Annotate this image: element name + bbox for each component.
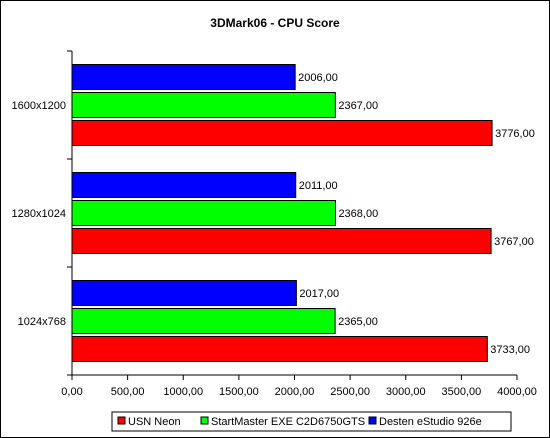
- legend-box: [111, 411, 512, 432]
- legend-swatch: [368, 416, 377, 425]
- legend-label: Desten eStudio 926e: [379, 416, 482, 428]
- bar: [71, 336, 488, 362]
- data-label: 3767,00: [494, 236, 534, 248]
- bar: [71, 120, 493, 146]
- bar: [71, 64, 296, 90]
- data-label: 2367,00: [338, 100, 378, 112]
- y-category-label: 1600x1200: [12, 100, 66, 112]
- bar: [71, 228, 492, 254]
- legend-label: StartMaster EXE C2D6750GTS: [211, 416, 365, 428]
- x-tick-label: 1500,00: [219, 386, 259, 398]
- bar: [71, 92, 336, 118]
- x-tick-label: 2000,00: [275, 386, 315, 398]
- data-label: 2017,00: [299, 288, 339, 300]
- legend-swatch: [117, 416, 126, 425]
- data-label: 3733,00: [490, 344, 530, 356]
- legend-swatch: [200, 416, 209, 425]
- x-tick-label: 500,00: [111, 386, 145, 398]
- y-category-label: 1280x1024: [12, 208, 66, 220]
- data-label: 2011,00: [299, 180, 338, 192]
- x-tick-label: 3500,00: [441, 386, 481, 398]
- chart-title: 3DMark06 - CPU Score: [210, 16, 340, 30]
- x-tick-label: 1000,00: [163, 386, 203, 398]
- x-tick-label: 2500,00: [330, 386, 370, 398]
- data-label: 3776,00: [495, 128, 535, 140]
- x-tick-label: 4000,00: [497, 386, 537, 398]
- x-tick-label: 3000,00: [386, 386, 426, 398]
- data-label: 2365,00: [338, 316, 378, 328]
- bar: [71, 200, 336, 226]
- bar: [71, 308, 336, 334]
- bar: [71, 280, 297, 306]
- data-label: 2368,00: [338, 208, 378, 220]
- data-label: 2006,00: [298, 72, 338, 84]
- legend-label: USN Neon: [128, 416, 181, 428]
- y-category-label: 1024x768: [18, 316, 66, 328]
- bar: [71, 172, 297, 198]
- x-tick-label: 0,00: [61, 386, 82, 398]
